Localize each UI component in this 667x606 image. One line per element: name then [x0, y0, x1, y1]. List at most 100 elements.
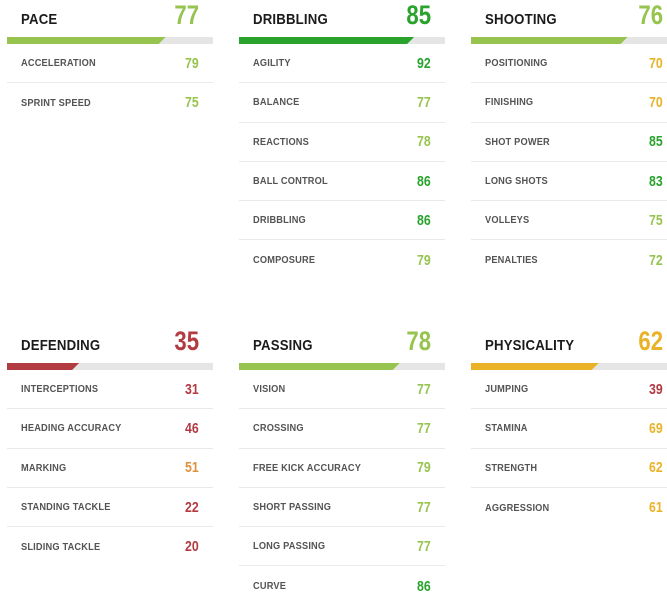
stat-label: COMPOSURE: [253, 254, 316, 267]
section-rating: 76: [638, 0, 663, 30]
stat-row-vision: VISION 77: [239, 370, 445, 410]
stat-label: ACCELERATION: [21, 57, 96, 70]
stat-row-volleys: VOLLEYS 75: [471, 201, 667, 241]
stat-list: INTERCEPTIONS 31 HEADING ACCURACY 46 MAR…: [7, 370, 213, 566]
stat-label: SHORT PASSING: [253, 501, 332, 514]
stat-label: PENALTIES: [485, 254, 538, 267]
stat-label: FINISHING: [485, 96, 534, 109]
stat-section-dribbling: DRIBBLING 85 AGILITY 92 BALANCE 77 REACT…: [239, 0, 445, 280]
stat-value: 51: [185, 459, 199, 477]
stat-list: JUMPING 39 STAMINA 69 STRENGTH 62 AGGRES…: [471, 370, 667, 527]
section-title: DRIBBLING: [253, 11, 328, 28]
stat-section-passing: PASSING 78 VISION 77 CROSSING 77 FREE KI…: [239, 326, 445, 606]
stat-section-pace: PACE 77 ACCELERATION 79 SPRINT SPEED 75: [7, 0, 213, 123]
rating-bar-fill: [7, 363, 79, 370]
stat-label: CURVE: [253, 580, 287, 593]
rating-bar-track: [239, 37, 445, 44]
section-title: PASSING: [253, 337, 313, 354]
stat-row-jumping: JUMPING 39: [471, 370, 667, 410]
stat-value: 86: [417, 211, 431, 229]
stat-row-marking: MARKING 51: [7, 449, 213, 488]
section-header: PHYSICALITY 62: [471, 328, 667, 358]
stat-row-long-passing: LONG PASSING 77: [239, 527, 445, 567]
stat-label: STANDING TACKLE: [21, 501, 111, 514]
section-title: PHYSICALITY: [485, 337, 575, 354]
stat-label: CROSSING: [253, 422, 304, 435]
stat-row-acceleration: ACCELERATION 79: [7, 44, 213, 84]
stat-row-reactions: REACTIONS 78: [239, 123, 445, 162]
stat-label: REACTIONS: [253, 135, 310, 148]
stat-label: VOLLEYS: [485, 214, 530, 227]
stat-row-ball-control: BALL CONTROL 86: [239, 162, 445, 202]
stat-value: 85: [649, 133, 663, 151]
section-title: SHOOTING: [485, 11, 557, 28]
stat-value: 70: [649, 93, 663, 111]
stat-row-sliding-tackle: SLIDING TACKLE 20: [7, 527, 213, 566]
stat-value: 70: [649, 54, 663, 72]
stat-section-shooting: SHOOTING 76 POSITIONING 70 FINISHING 70 …: [471, 0, 667, 280]
section-rating: 77: [174, 0, 199, 30]
stat-list: POSITIONING 70 FINISHING 70 SHOT POWER 8…: [471, 44, 667, 280]
stat-row-penalties: PENALTIES 72: [471, 240, 667, 279]
section-header: DRIBBLING 85: [239, 2, 445, 32]
stat-label: STRENGTH: [485, 461, 538, 474]
stat-value: 86: [417, 172, 431, 190]
stat-label: AGGRESSION: [485, 501, 550, 514]
stat-value: 77: [417, 419, 431, 437]
stat-label: SLIDING TACKLE: [21, 540, 101, 553]
stat-row-strength: STRENGTH 62: [471, 449, 667, 488]
rating-bar-fill: [7, 37, 166, 44]
rating-bar-fill: [239, 363, 400, 370]
section-title: PACE: [21, 11, 58, 28]
stat-label: DRIBBLING: [253, 214, 306, 227]
stat-row-shot-power: SHOT POWER 85: [471, 123, 667, 162]
stat-value: 78: [417, 133, 431, 151]
stat-list: AGILITY 92 BALANCE 77 REACTIONS 78 BALL …: [239, 44, 445, 280]
rating-bar-track: [7, 37, 213, 44]
stat-value: 77: [417, 498, 431, 516]
stat-label: JUMPING: [485, 383, 529, 396]
stat-value: 31: [185, 380, 199, 398]
section-rating: 62: [638, 326, 663, 356]
stat-value: 86: [417, 577, 431, 595]
stat-value: 22: [185, 498, 199, 516]
stat-value: 39: [649, 380, 663, 398]
stat-value: 20: [185, 538, 199, 556]
stat-label: AGILITY: [253, 57, 291, 70]
stat-value: 92: [417, 54, 431, 72]
stat-value: 77: [417, 537, 431, 555]
stat-label: POSITIONING: [485, 57, 548, 70]
stat-label: VISION: [253, 383, 286, 396]
stat-row-long-shots: LONG SHOTS 83: [471, 162, 667, 202]
stat-list: VISION 77 CROSSING 77 FREE KICK ACCURACY…: [239, 370, 445, 606]
stat-row-short-passing: SHORT PASSING 77: [239, 488, 445, 528]
stat-row-positioning: POSITIONING 70: [471, 44, 667, 84]
stat-value: 69: [649, 419, 663, 437]
stat-value: 61: [649, 499, 663, 517]
stat-row-free-kick-accuracy: FREE KICK ACCURACY 79: [239, 449, 445, 488]
stat-value: 77: [417, 380, 431, 398]
stat-row-finishing: FINISHING 70: [471, 83, 667, 123]
stat-label: BALL CONTROL: [253, 175, 328, 188]
stat-label: FREE KICK ACCURACY: [253, 461, 362, 474]
stat-value: 72: [649, 251, 663, 269]
stat-value: 77: [417, 93, 431, 111]
rating-bar-fill: [239, 37, 414, 44]
stat-row-curve: CURVE 86: [239, 566, 445, 605]
stat-row-standing-tackle: STANDING TACKLE 22: [7, 488, 213, 528]
stat-row-crossing: CROSSING 77: [239, 409, 445, 449]
stat-label: BALANCE: [253, 96, 300, 109]
section-header: DEFENDING 35: [7, 328, 213, 358]
stat-label: SHOT POWER: [485, 135, 550, 148]
stat-label: INTERCEPTIONS: [21, 383, 99, 396]
rating-bar-fill: [471, 37, 628, 44]
rating-bar-track: [471, 37, 667, 44]
stat-section-physicality: PHYSICALITY 62 JUMPING 39 STAMINA 69 STR…: [471, 326, 667, 527]
stat-row-dribbling: DRIBBLING 86: [239, 201, 445, 241]
stat-label: MARKING: [21, 461, 67, 474]
stat-value: 83: [649, 172, 663, 190]
stat-value: 75: [649, 211, 663, 229]
rating-bar-track: [7, 363, 213, 370]
stat-row-composure: COMPOSURE 79: [239, 240, 445, 279]
stat-row-balance: BALANCE 77: [239, 83, 445, 123]
